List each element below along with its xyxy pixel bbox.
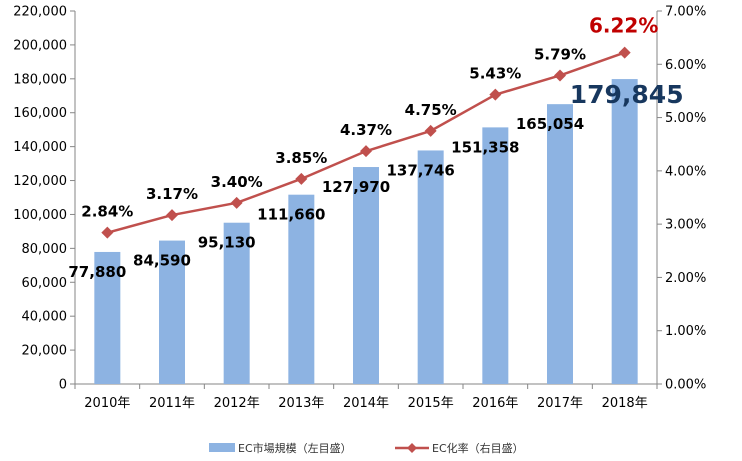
line-value-label: 5.43% <box>469 65 521 83</box>
left-axis-tick-label: 100,000 <box>13 208 67 223</box>
bar-series <box>94 79 638 384</box>
x-axis-tick-label: 2016年 <box>472 396 518 411</box>
right-axis-tick-label: 6.00% <box>665 58 706 73</box>
line-point <box>618 46 631 59</box>
x-axis-tick-label: 2018年 <box>602 396 648 411</box>
axes: 0 20,000 40,000 60,000 80,000 100,000 120,000 1… <box>13 5 706 412</box>
legend-swatch-marker <box>407 443 417 453</box>
x-axis-tick-label: 2011年 <box>149 396 195 411</box>
bar <box>94 251 121 384</box>
right-axis-tick-label: 5.00% <box>665 111 706 126</box>
line-value-label: 2.84% <box>81 203 133 221</box>
left-axis-tick-label: 80,000 <box>22 242 68 257</box>
left-axis-tick-label: 140,000 <box>13 140 67 155</box>
line-value-label: 3.85% <box>275 149 327 167</box>
bar-value-label: 95,130 <box>198 234 256 252</box>
left-axis-tick-label: 20,000 <box>22 344 68 359</box>
bar-value-label: 127,970 <box>322 178 390 196</box>
line-value-label: 3.40% <box>211 173 263 191</box>
x-axis-tick-label: 2010年 <box>84 396 130 411</box>
line-value-label: 4.37% <box>340 121 392 139</box>
x-axis-tick-label: 2012年 <box>214 396 260 411</box>
left-axis-tick-label: 40,000 <box>22 310 68 325</box>
x-axis-tick-label: 2017年 <box>537 396 583 411</box>
bar-value-label: 111,660 <box>257 206 325 224</box>
line-point <box>424 124 437 137</box>
left-axis-tick-label: 180,000 <box>13 72 67 87</box>
bar <box>611 79 638 384</box>
x-axis-tick-label: 2013年 <box>278 396 324 411</box>
bar-value-label: 77,880 <box>68 263 126 281</box>
line-point <box>360 145 372 158</box>
right-axis-tick-label: 3.00% <box>665 218 706 233</box>
line-point <box>230 196 243 209</box>
line-value-label: 3.17% <box>146 185 198 203</box>
line-value-label: 4.75% <box>405 101 457 119</box>
bar <box>288 194 315 384</box>
line-point <box>166 209 178 222</box>
bar <box>417 150 444 384</box>
right-axis-tick-label: 0.00% <box>665 378 706 393</box>
right-axis-tick-label: 4.00% <box>665 164 706 179</box>
bar-value-label: 84,590 <box>133 252 191 270</box>
bar <box>159 240 185 384</box>
bar-value-label: 179,845 <box>570 80 684 109</box>
x-axis-tick-label: 2015年 <box>408 396 454 411</box>
left-axis-tick-label: 200,000 <box>13 38 67 53</box>
bar <box>223 222 250 384</box>
line-point <box>295 172 308 185</box>
line-point <box>489 88 502 101</box>
bar-value-label: 165,054 <box>516 115 584 133</box>
bar-value-label: 151,358 <box>451 138 519 156</box>
left-axis-tick-label: 120,000 <box>13 174 67 189</box>
bar <box>547 104 573 384</box>
legend-swatch-bar <box>209 443 235 452</box>
line-point <box>554 69 566 82</box>
right-axis-tick-label: 7.00% <box>665 5 706 20</box>
legend-label-bar: EC市場規模（左目盛） <box>238 441 352 455</box>
left-axis-tick-label: 160,000 <box>13 106 67 121</box>
left-axis-tick-label: 60,000 <box>22 276 68 291</box>
legend: EC市場規模（左目盛） EC化率（右目盛） <box>209 441 524 455</box>
right-axis-tick-label: 2.00% <box>665 271 706 286</box>
line-series <box>101 46 631 239</box>
right-axis-tick-label: 1.00% <box>665 324 706 339</box>
left-axis-tick-label: 220,000 <box>13 5 67 20</box>
bar-value-label: 137,746 <box>387 161 455 179</box>
bar <box>482 127 509 384</box>
line-point <box>101 226 114 239</box>
left-axis-tick-label: 0 <box>59 378 67 393</box>
line-value-label: 6.22% <box>589 14 658 38</box>
line-value-label: 5.79% <box>534 45 586 63</box>
x-axis-tick-label: 2014年 <box>343 396 389 411</box>
bar <box>353 167 379 384</box>
legend-label-line: EC化率（右目盛） <box>432 441 524 455</box>
